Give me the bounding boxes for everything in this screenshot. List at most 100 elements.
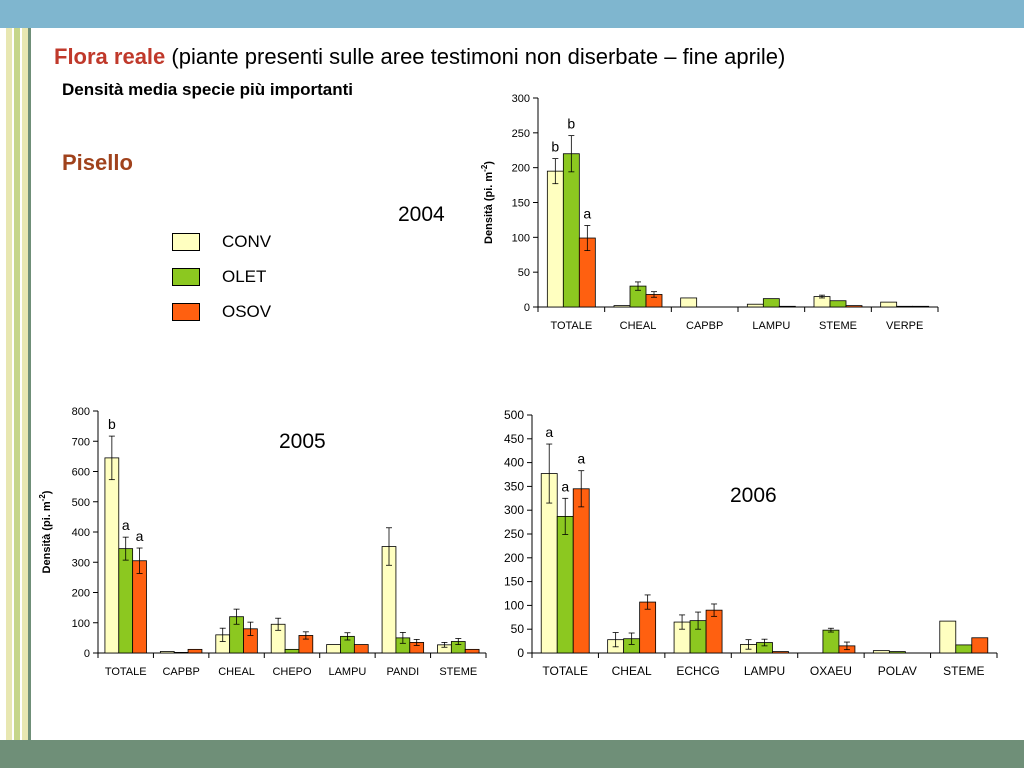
bar-osov bbox=[187, 648, 203, 654]
bar-olet bbox=[118, 548, 134, 654]
x-tick-label: OXAEU bbox=[810, 664, 852, 678]
y-tick-label: 500 bbox=[504, 408, 524, 422]
left-stripe bbox=[28, 28, 31, 740]
y-axis-label: Densità (pi. m-2) bbox=[480, 161, 495, 244]
bar-osov bbox=[971, 637, 989, 654]
y-tick-label: 250 bbox=[512, 128, 530, 140]
y-tick-label: 0 bbox=[84, 648, 90, 660]
crop-label: Pisello bbox=[62, 150, 133, 175]
x-tick-label: ECHCG bbox=[676, 664, 719, 678]
bar-osov bbox=[778, 305, 796, 308]
bar-osov bbox=[639, 601, 657, 654]
legend-label-conv: CONV bbox=[222, 231, 272, 251]
left-stripe bbox=[6, 28, 12, 740]
x-tick-label: CAPBP bbox=[686, 320, 723, 332]
y-tick-label: 50 bbox=[511, 622, 525, 636]
bottom-band bbox=[0, 740, 1024, 768]
bar-conv bbox=[326, 644, 341, 654]
legend: CONV OLET OSOV bbox=[172, 224, 271, 329]
y-tick-label: 250 bbox=[504, 527, 524, 541]
legend-swatch-osov bbox=[172, 302, 200, 321]
y-tick-label: 400 bbox=[72, 527, 90, 539]
bar-olet bbox=[562, 153, 580, 308]
significance-letter: b bbox=[551, 139, 559, 155]
significance-letter: b bbox=[567, 116, 575, 132]
chart-2005: 0 100 200 300 400 500 600 700 800 TOTALE CAPBP CHEA… bbox=[38, 406, 487, 678]
bar-conv bbox=[680, 297, 698, 308]
bar-olet bbox=[556, 515, 574, 654]
x-tick-label: VERPE bbox=[886, 320, 923, 332]
y-tick-label: 400 bbox=[504, 456, 524, 470]
bar-olet bbox=[762, 298, 780, 308]
x-tick-label: STEME bbox=[819, 320, 857, 332]
y-tick-label: 450 bbox=[504, 432, 524, 446]
y-tick-label: 100 bbox=[512, 232, 530, 244]
y-tick-label: 200 bbox=[512, 163, 530, 175]
y-tick-label: 350 bbox=[504, 479, 524, 493]
y-axis-label: Densità (pi. m-2) bbox=[38, 490, 53, 573]
x-tick-label: LAMPU bbox=[752, 320, 790, 332]
x-tick-label: STEME bbox=[943, 664, 984, 678]
year-label-2004: 2004 bbox=[398, 203, 445, 226]
y-tick-label: 150 bbox=[512, 198, 530, 210]
bar-conv bbox=[104, 457, 120, 654]
x-tick-label: CHEAL bbox=[612, 664, 652, 678]
y-tick-label: 300 bbox=[504, 503, 524, 517]
y-tick-label: 50 bbox=[518, 267, 530, 279]
bar-olet bbox=[284, 648, 300, 654]
legend-label-olet: OLET bbox=[222, 266, 267, 286]
y-tick-label: 0 bbox=[517, 646, 524, 660]
significance-letter: a bbox=[583, 205, 591, 221]
x-tick-label: TOTALE bbox=[542, 664, 588, 678]
x-tick-label: CAPBP bbox=[162, 666, 199, 678]
x-tick-label: TOTALE bbox=[105, 666, 147, 678]
significance-letter: a bbox=[136, 528, 144, 544]
bar-osov bbox=[912, 305, 930, 308]
x-tick-label: LAMPU bbox=[744, 664, 785, 678]
y-tick-label: 800 bbox=[72, 406, 90, 418]
y-tick-label: 500 bbox=[72, 497, 90, 509]
significance-letter: b bbox=[108, 416, 116, 432]
bar-olet bbox=[173, 651, 189, 654]
bar-olet bbox=[822, 629, 840, 654]
top-band bbox=[0, 0, 1024, 28]
bar-olet bbox=[888, 651, 906, 654]
significance-letter: a bbox=[545, 424, 553, 440]
bar-conv bbox=[159, 651, 175, 654]
y-tick-label: 150 bbox=[504, 575, 524, 589]
left-stripe bbox=[14, 28, 20, 740]
left-stripe bbox=[22, 28, 28, 740]
x-tick-label: CHEAL bbox=[218, 666, 255, 678]
y-tick-label: 300 bbox=[512, 93, 530, 105]
bar-osov bbox=[572, 488, 590, 654]
legend-item-olet: OLET bbox=[172, 259, 271, 294]
legend-label-osov: OSOV bbox=[222, 301, 272, 321]
y-tick-label: 600 bbox=[72, 467, 90, 479]
legend-item-conv: CONV bbox=[172, 224, 271, 259]
bar-osov bbox=[132, 560, 147, 654]
bar-conv bbox=[872, 650, 890, 654]
x-tick-label: STEME bbox=[439, 666, 477, 678]
x-tick-label: PANDI bbox=[386, 666, 419, 678]
y-tick-label: 100 bbox=[72, 618, 90, 630]
slide-title-highlight: Flora reale bbox=[54, 44, 166, 69]
y-tick-label: 100 bbox=[504, 598, 524, 612]
bar-conv bbox=[939, 620, 957, 654]
slide-title: Flora reale (piante presenti sulle aree … bbox=[54, 44, 785, 70]
x-tick-label: CHEPO bbox=[272, 666, 312, 678]
x-tick-label: LAMPU bbox=[328, 666, 366, 678]
chart-2004: 0 50 100 150 200 250 300 TOTALE CHEAL CAPBP LAMPU S… bbox=[480, 93, 939, 332]
y-tick-label: 200 bbox=[504, 551, 524, 565]
y-tick-label: 700 bbox=[72, 436, 90, 448]
bar-osov bbox=[772, 651, 789, 654]
bar-olet bbox=[896, 305, 914, 308]
year-label-2006: 2006 bbox=[730, 484, 777, 507]
slide-title-rest: (piante presenti sulle aree testimoni no… bbox=[165, 44, 786, 69]
y-tick-label: 0 bbox=[524, 302, 530, 314]
legend-swatch-olet bbox=[172, 267, 200, 286]
significance-letter: a bbox=[561, 478, 569, 494]
x-tick-label: TOTALE bbox=[550, 320, 592, 332]
significance-letter: a bbox=[577, 451, 585, 467]
chart-2006: 0 50 100 150 200 250 300 350 400 450 500 TOTALE CHEA… bbox=[504, 408, 998, 678]
slide-subtitle: Densità media specie più importanti bbox=[62, 80, 353, 99]
